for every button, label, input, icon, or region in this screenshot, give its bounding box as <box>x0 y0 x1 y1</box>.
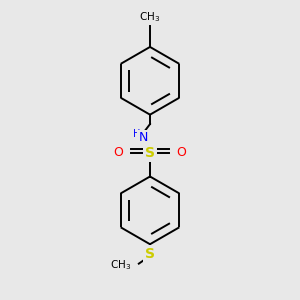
Text: O: O <box>176 146 186 159</box>
Text: CH$_3$: CH$_3$ <box>140 11 160 24</box>
Text: CH$_3$: CH$_3$ <box>110 259 131 272</box>
Text: S: S <box>145 146 155 160</box>
Text: O: O <box>114 146 124 159</box>
Text: H: H <box>133 129 140 139</box>
Text: S: S <box>145 247 155 261</box>
Text: N: N <box>139 131 148 144</box>
